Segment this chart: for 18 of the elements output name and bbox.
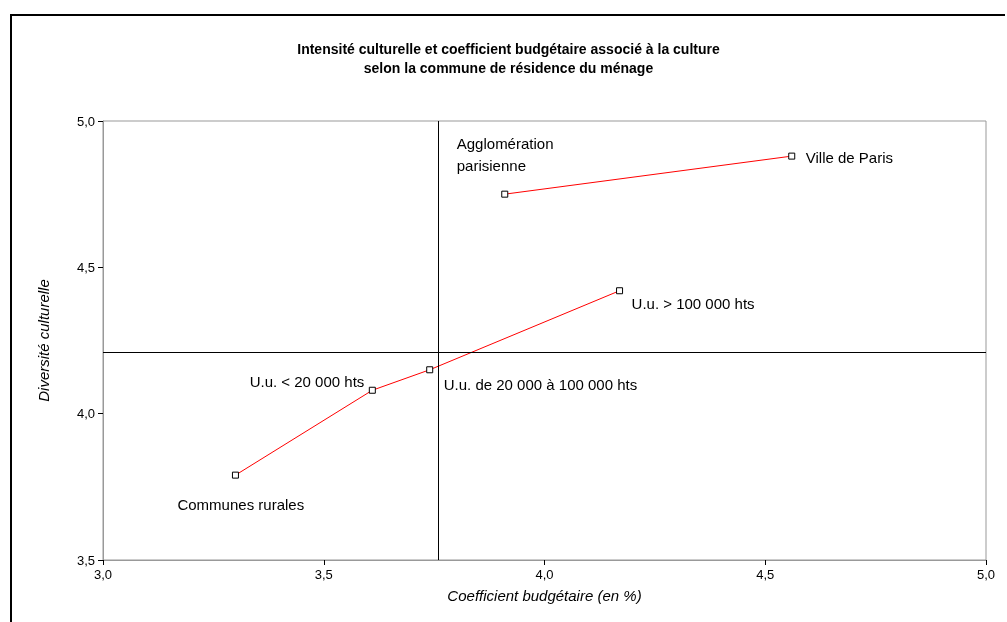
x-tick-label: 3,0 <box>93 567 113 582</box>
annotation: U.u. < 20 000 hts <box>249 372 365 390</box>
y-tick-label: 4,5 <box>76 259 95 275</box>
y-axis-title: Diversité culturelle <box>35 279 52 402</box>
chart-title: Intensité culturelle et coefficient budgétaire associé à la culture selon la commune de résidence du ménage <box>297 40 720 76</box>
x-tick-label: 5,0 <box>976 567 996 582</box>
x-tick-label: 3,5 <box>314 567 333 582</box>
annotation: U.u. de 20 000 à 100 000 hts <box>443 376 638 394</box>
y-tick-label: 3,5 <box>76 552 95 568</box>
y-tick-label: 5,0 <box>76 113 95 129</box>
annotation: Agglomération parisienne <box>456 134 554 174</box>
annotation: U.u. > 100 000 hts <box>631 295 755 313</box>
y-tick-label: 4,0 <box>76 406 95 422</box>
annotation: Ville de Paris <box>805 148 894 166</box>
x-axis-title: Coefficient budgétaire (en %) <box>447 587 642 604</box>
x-tick-label: 4,5 <box>756 567 775 582</box>
x-tick-label: 4,0 <box>535 567 554 582</box>
annotation: Communes rurales <box>177 495 305 513</box>
